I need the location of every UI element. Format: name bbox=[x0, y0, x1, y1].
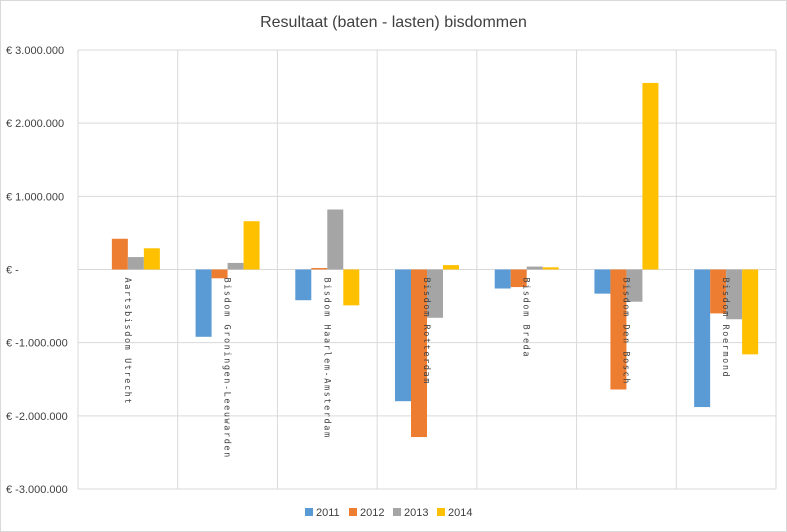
y-tick-label: € -3.000.000 bbox=[6, 484, 68, 496]
bar-2014-1 bbox=[143, 248, 160, 270]
bar-2012-5 bbox=[510, 269, 527, 288]
y-tick-label: € -1.000.000 bbox=[6, 338, 68, 350]
category-label: Bisdom Rotterdam bbox=[421, 278, 431, 385]
legend-label-2011: 2011 bbox=[316, 507, 340, 519]
y-tick-label: € - bbox=[6, 265, 19, 277]
category-label: Bisdom Den Bosch bbox=[620, 278, 630, 385]
category-label: Bisdom Roermond bbox=[720, 278, 730, 379]
bar-2013-5 bbox=[526, 266, 543, 270]
bar-2012-3 bbox=[311, 268, 328, 270]
legend-label-2014: 2014 bbox=[448, 507, 472, 519]
bar-2013-6 bbox=[626, 269, 643, 302]
y-tick-label: € 3.000.000 bbox=[6, 45, 64, 57]
bar-2014-7 bbox=[742, 269, 759, 355]
bar-2012-6 bbox=[610, 269, 627, 390]
legend-swatch-2014 bbox=[437, 508, 445, 516]
category-label: Aartsbisdom Utrecht bbox=[122, 278, 132, 406]
bar-2014-3 bbox=[343, 269, 360, 306]
legend-label-2012: 2012 bbox=[360, 507, 384, 519]
y-tick-label: € 1.000.000 bbox=[6, 191, 64, 203]
bar-2013-7 bbox=[726, 269, 743, 320]
bar-2013-3 bbox=[327, 209, 344, 270]
bar-2012-1 bbox=[111, 238, 128, 270]
category-label: Bisdom Haarlem-Amsterdam bbox=[321, 278, 331, 439]
bar-2013-4 bbox=[427, 269, 443, 318]
chart-title: Resultaat (baten - lasten) bisdommen bbox=[260, 14, 527, 31]
bar-2012-4 bbox=[411, 269, 427, 438]
bar-2014-5 bbox=[542, 267, 559, 270]
bar-2011-4 bbox=[395, 269, 411, 402]
bar-2011-2 bbox=[195, 269, 212, 337]
bar-2011-5 bbox=[494, 269, 511, 289]
bar-2011-7 bbox=[694, 269, 711, 408]
bar-2014-4 bbox=[443, 265, 459, 270]
legend-swatch-2013 bbox=[393, 508, 401, 516]
legend-label-2013: 2013 bbox=[404, 507, 428, 519]
bar-2013-2 bbox=[227, 262, 244, 270]
legend-swatch-2011 bbox=[305, 508, 313, 516]
legend-swatch-2012 bbox=[349, 508, 357, 516]
bar-2012-7 bbox=[710, 269, 727, 314]
y-tick-label: € -2.000.000 bbox=[6, 411, 68, 423]
category-label: Bisdom Groningen-Leeuwarden bbox=[222, 278, 232, 459]
bar-2014-6 bbox=[642, 82, 659, 270]
y-tick-label: € 2.000.000 bbox=[6, 118, 64, 130]
bar-2013-1 bbox=[127, 257, 144, 270]
bar-2014-2 bbox=[243, 221, 260, 270]
bar-2012-2 bbox=[211, 269, 228, 279]
bar-2011-6 bbox=[594, 269, 611, 294]
bar-2011-3 bbox=[295, 269, 312, 301]
category-label: Bisdom Breda bbox=[521, 278, 531, 359]
